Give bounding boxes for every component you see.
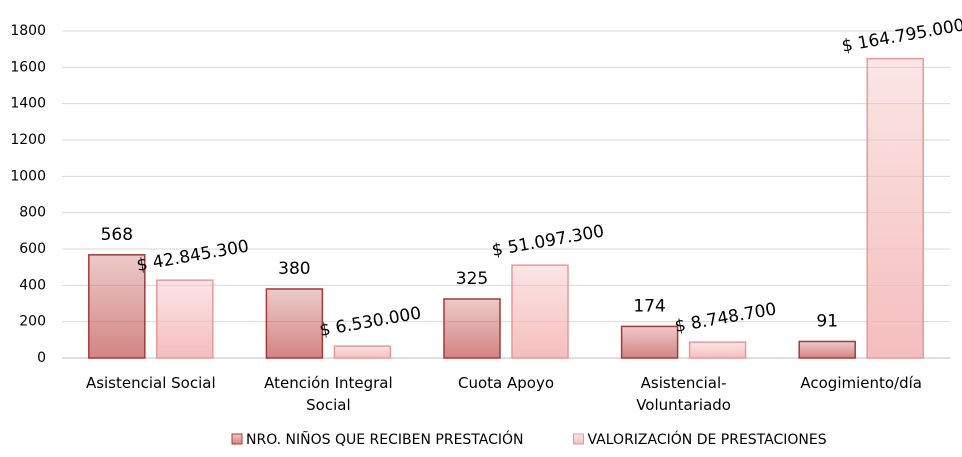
y-tick-label: 400 <box>19 277 46 293</box>
legend-swatch <box>231 433 243 445</box>
data-label: 91 <box>816 311 838 331</box>
bar <box>156 279 214 359</box>
y-tick-label: 600 <box>19 241 46 257</box>
bar <box>443 298 501 359</box>
bar <box>88 254 146 359</box>
y-tick-label: 1600 <box>10 59 46 75</box>
data-label: $ 42.845.300 <box>135 236 250 275</box>
data-label: 568 <box>101 225 133 245</box>
x-tick-label: Acogimiento/día <box>800 374 922 392</box>
data-label: $ 51.097.300 <box>490 221 605 260</box>
y-tick-label: 1000 <box>10 168 46 184</box>
bar <box>798 340 856 359</box>
bar <box>688 341 747 359</box>
y-tick-label: 0 <box>37 350 46 366</box>
y-tick-label: 1200 <box>10 132 46 148</box>
bar <box>265 288 324 359</box>
y-tick-label: 800 <box>19 205 46 221</box>
bar <box>511 264 569 359</box>
bar <box>620 325 679 359</box>
bar <box>866 57 924 359</box>
data-label: $ 8.748.700 <box>673 299 778 337</box>
x-tick-label: Cuota Apoyo <box>457 374 554 392</box>
x-tick-label: Atención Integral Social <box>264 374 393 414</box>
legend-label: VALORIZACIÓN DE PRESTACIONES <box>588 430 827 448</box>
y-tick-label: 1400 <box>10 96 46 112</box>
legend-label: NRO. NIÑOS QUE RECIBEN PRESTACIÓN <box>246 430 524 448</box>
data-label: $ 164.795.000 <box>840 15 962 56</box>
data-label: 174 <box>633 296 665 316</box>
x-tick-label: Asistencial Social <box>85 374 216 392</box>
x-tick-label: Asistencial-Voluntariado <box>636 374 731 414</box>
data-label: 380 <box>278 259 310 279</box>
legend-swatch <box>573 433 584 445</box>
data-label: $ 6.530.000 <box>318 303 423 341</box>
y-tick-label: 1800 <box>10 23 46 39</box>
data-label: 325 <box>456 269 488 289</box>
y-tick-label: 200 <box>19 314 46 330</box>
bar <box>333 345 392 359</box>
